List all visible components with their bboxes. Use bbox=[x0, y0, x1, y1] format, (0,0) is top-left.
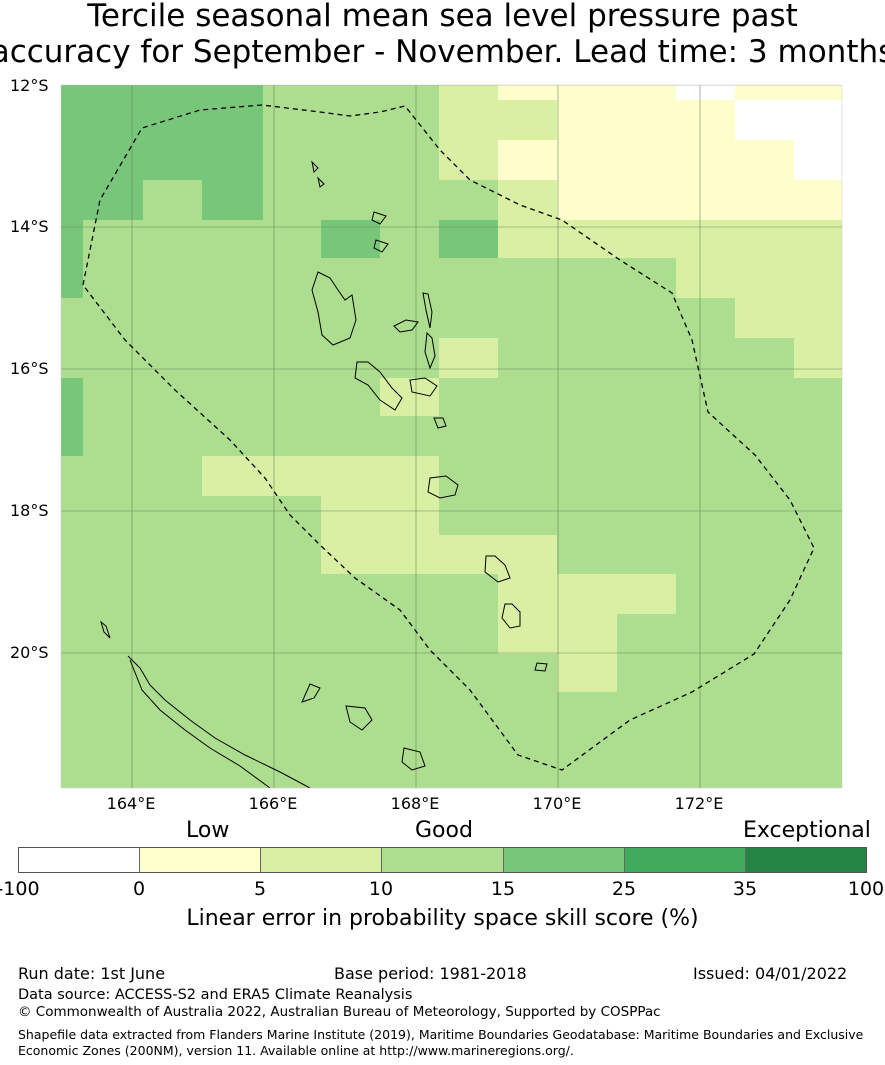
lat-label-12s: 12°S bbox=[10, 76, 49, 95]
graticule bbox=[61, 85, 842, 788]
grid-cell-white bbox=[794, 140, 842, 180]
grid-cell-white bbox=[676, 85, 735, 100]
grid-cell-very-good bbox=[321, 220, 380, 258]
malekula-island bbox=[354, 361, 403, 411]
grid-cell-fair bbox=[498, 574, 676, 614]
grid-cell-fair bbox=[676, 258, 842, 298]
copyright-notice: © Commonwealth of Australia 2022, Austra… bbox=[18, 1004, 661, 1020]
gaua-island bbox=[373, 239, 389, 253]
skill-score-grid bbox=[61, 85, 842, 788]
espiritu-santo-island bbox=[311, 271, 357, 346]
grid-cell-fair bbox=[321, 496, 439, 574]
aneityum-island bbox=[534, 662, 548, 672]
colorbar-label: Linear error in probability space skill … bbox=[186, 906, 699, 931]
lon-label-172e: 172°E bbox=[674, 794, 724, 813]
colorbar-segment-2 bbox=[261, 848, 383, 872]
torres-islands bbox=[311, 160, 325, 188]
colorbar-segment-5 bbox=[624, 848, 746, 872]
grid-cell-white bbox=[735, 100, 842, 140]
base-period: Base period: 1981-2018 bbox=[334, 964, 527, 983]
chart-title-line-2: accuracy for September - November. Lead … bbox=[0, 34, 885, 70]
grid-cell-very-good bbox=[202, 180, 263, 220]
colorbar-tick: 10 bbox=[368, 878, 394, 900]
vanua-lava-island bbox=[371, 211, 387, 225]
tanna-island bbox=[501, 603, 521, 629]
colorbar-tick: 0 bbox=[132, 878, 146, 900]
grid-cell-fair bbox=[498, 614, 617, 654]
epi-island bbox=[433, 417, 447, 429]
colorbar-segment-0 bbox=[19, 848, 141, 872]
grid-cell-fair bbox=[202, 456, 439, 496]
lat-label-18s: 18°S bbox=[10, 501, 49, 520]
lat-label-16s: 16°S bbox=[10, 359, 49, 378]
colorbar-tick: 25 bbox=[611, 878, 637, 900]
legend-category-exceptional: Exceptional bbox=[743, 818, 871, 843]
maewo-island bbox=[422, 292, 433, 329]
colorbar-segment-6 bbox=[745, 848, 866, 872]
run-date: Run date: 1st June bbox=[18, 964, 166, 983]
efate-island bbox=[427, 475, 459, 499]
grid-cell-fair bbox=[498, 180, 557, 220]
lon-label-170e: 170°E bbox=[532, 794, 582, 813]
ambrym-island bbox=[409, 377, 438, 397]
colorbar-segment-3 bbox=[382, 848, 504, 872]
grid-cell-low bbox=[794, 85, 842, 100]
belep-islands bbox=[100, 620, 111, 639]
legend-category-good: Good bbox=[415, 818, 473, 843]
issued-date: Issued: 04/01/2022 bbox=[693, 964, 848, 983]
map-frame bbox=[60, 84, 843, 789]
grid-cell-very-good bbox=[61, 378, 83, 456]
colorbar-tick: 35 bbox=[732, 878, 758, 900]
lat-label-14s: 14°S bbox=[10, 217, 49, 236]
data-source: Data source: ACCESS-S2 and ERA5 Climate … bbox=[18, 987, 413, 1003]
colorbar-tick: 100 bbox=[847, 878, 885, 900]
chart-title-line-1: Tercile seasonal mean sea level pressure… bbox=[87, 0, 798, 34]
lon-label-168e: 168°E bbox=[390, 794, 440, 813]
coastlines bbox=[100, 160, 548, 788]
loyalty-lifou bbox=[345, 705, 373, 731]
shapefile-credit-line-2: Economic Zones (200NM), version 11. Avai… bbox=[18, 1043, 574, 1058]
lat-label-20s: 20°S bbox=[10, 643, 49, 662]
grid-cell-low bbox=[557, 180, 842, 220]
eez-boundary bbox=[82, 104, 815, 771]
colorbar-tick: 5 bbox=[253, 878, 267, 900]
grid-cell-fair bbox=[439, 535, 557, 574]
grid-cell-fair bbox=[498, 220, 842, 258]
grid-cell-fair bbox=[794, 338, 842, 378]
grid-cell-fair bbox=[735, 298, 842, 338]
loyalty-ouvea bbox=[301, 683, 321, 703]
grid-cell-fair bbox=[439, 338, 498, 378]
colorbar bbox=[18, 847, 867, 873]
legend-category-low: Low bbox=[186, 818, 230, 843]
grid-cell-fair bbox=[557, 654, 617, 692]
map-canvas bbox=[60, 84, 843, 789]
grid-cell-very-good bbox=[439, 220, 498, 258]
pentecost-island bbox=[424, 331, 436, 370]
ambae-island bbox=[393, 319, 419, 333]
colorbar-segment-1 bbox=[140, 848, 262, 872]
loyalty-mare bbox=[401, 747, 426, 771]
colorbar-tick: 15 bbox=[490, 878, 516, 900]
lon-label-166e: 166°E bbox=[248, 794, 298, 813]
new-caledonia bbox=[127, 655, 311, 788]
erromango-island bbox=[484, 555, 511, 583]
colorbar-tick: -100 bbox=[0, 878, 40, 900]
grid-cell-very-good bbox=[61, 180, 143, 220]
grid-cell-very-good bbox=[61, 220, 83, 298]
grid-cell-low bbox=[676, 100, 735, 115]
lon-label-164e: 164°E bbox=[106, 794, 156, 813]
shapefile-credit-line-1: Shapefile data extracted from Flanders M… bbox=[18, 1027, 864, 1042]
colorbar-segment-4 bbox=[503, 848, 625, 872]
grid-cell-very-good bbox=[61, 85, 263, 180]
grid-cell-low bbox=[498, 140, 557, 180]
grid-cell-low bbox=[498, 85, 557, 100]
